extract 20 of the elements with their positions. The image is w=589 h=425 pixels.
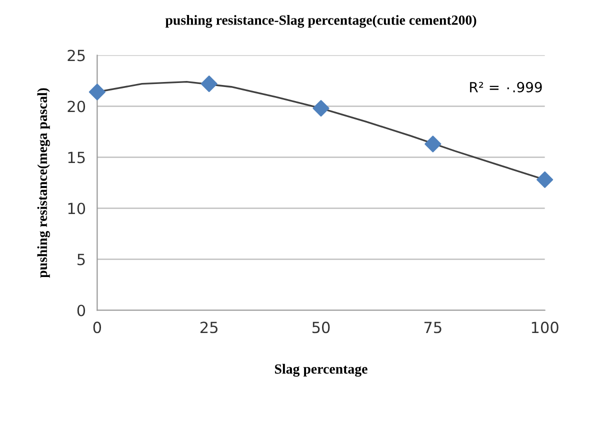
x-tick-label: 50 xyxy=(312,322,330,334)
x-axis-title: Slag percentage xyxy=(275,364,368,377)
point xyxy=(312,100,330,117)
point xyxy=(424,136,442,152)
chart-title: pushing resistance-Slag percentage(cutie cement200) xyxy=(165,15,476,28)
annotation: R² = ٠.999 xyxy=(470,82,542,92)
y-tick-label: 20 xyxy=(68,100,86,112)
point xyxy=(200,76,218,92)
point xyxy=(536,171,554,188)
y-tick-label: 0 xyxy=(77,304,86,316)
x-tick-label: 25 xyxy=(200,322,218,334)
x-tick-label: 0 xyxy=(93,322,102,334)
y-tick-label: 10 xyxy=(68,202,86,214)
y-tick-label: 25 xyxy=(68,50,85,62)
y-axis-title: pushing resistance(mega pascal) xyxy=(37,88,50,278)
y-tick-label: 15 xyxy=(68,152,85,164)
y-tick-label: 5 xyxy=(78,254,85,266)
x-tick-label: 75 xyxy=(424,322,442,334)
x-tick-label: 100 xyxy=(532,322,558,334)
point xyxy=(88,84,106,100)
